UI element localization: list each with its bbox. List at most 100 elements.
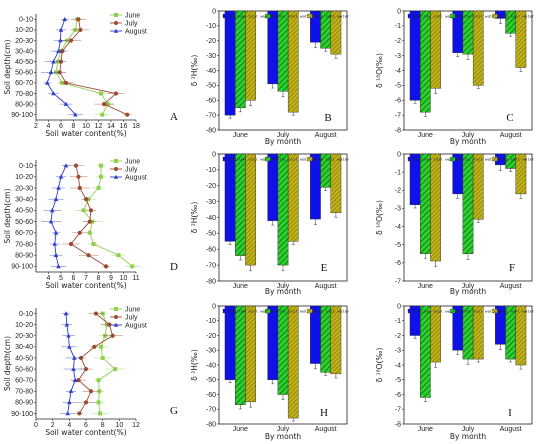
legend-swatch: [450, 156, 456, 162]
x-axis-title: Soil water content(%): [45, 129, 126, 138]
legend: Shallow soil water Middle soil water Deep …: [407, 156, 535, 163]
data-point: [68, 38, 74, 43]
y-tick-label: -80: [206, 421, 216, 428]
legend-swatch: [265, 156, 271, 162]
legend: Shallow soil water Middle soil water Deep …: [222, 13, 350, 20]
legend-label: August: [125, 175, 147, 182]
legend-swatch: [265, 308, 271, 314]
legend-marker: [114, 159, 118, 163]
data-point: [100, 112, 105, 117]
data-point: [113, 91, 119, 96]
y-tick-label: -2: [395, 333, 401, 340]
data-point: [125, 112, 130, 117]
x-axis-title: Soil water content(%): [45, 428, 126, 437]
y-tick-label: 90-100: [11, 112, 33, 119]
y-tick-label: -60: [206, 247, 216, 254]
legend-label: June: [125, 159, 140, 166]
legend-label: Shallow soil water: [414, 158, 458, 163]
series-line-june: [82, 165, 133, 267]
bar-deep-july: [287, 153, 299, 242]
series-june: [92, 311, 126, 416]
data-point: [73, 112, 78, 117]
legend: Shallow soil water Middle soil water Deep …: [407, 308, 535, 315]
series-line-june: [55, 19, 109, 115]
y-axis-title: δ ²H(‰): [190, 349, 199, 381]
y-tick-label: 30-40: [15, 344, 33, 351]
data-point: [48, 69, 54, 75]
legend-swatch: [307, 13, 313, 19]
y-tick-label: -3: [395, 53, 401, 60]
x-tick-label: 12: [132, 422, 140, 429]
x-tick-label: July: [277, 132, 290, 139]
bar-shallow-june: [224, 10, 236, 116]
x-tick-label: 2: [34, 123, 38, 130]
x-tick-label: July: [462, 132, 475, 139]
data-point: [88, 208, 94, 213]
legend-label: June: [125, 307, 140, 314]
series-line-july: [77, 313, 114, 414]
legend-label: Middle soil water: [271, 310, 312, 315]
x-tick-label: July: [462, 283, 475, 290]
bar-middle-june: [420, 10, 431, 113]
bar-deep-august: [330, 153, 342, 213]
data-point: [72, 377, 78, 382]
y-tick-label: -8: [395, 421, 401, 428]
y-tick-label: 80-90: [15, 400, 33, 407]
x-tick-label: August: [500, 283, 522, 290]
y-tick-label: 60-70: [15, 80, 33, 87]
bar-middle-july: [277, 10, 289, 92]
bar-panel-F: 0 -1 -2 -3 -4 -5 -6 -7 δ ¹⁸O(‰) June July August By …: [375, 151, 535, 296]
data-point: [64, 322, 70, 327]
y-tick-label: -4: [395, 362, 401, 369]
x-tick-label: 14: [107, 123, 115, 130]
y-tick-label: 10-20: [15, 174, 33, 181]
legend-marker: [114, 167, 118, 171]
data-point: [56, 264, 61, 269]
x-tick-label: 10: [120, 275, 128, 282]
series-line-july: [70, 165, 107, 267]
bar-panel-I: 0 -1 -2 -3 -4 -5 -6 -7 -8 δ ¹⁸O(‰) June July August B…: [375, 303, 535, 441]
y-tick-label: -7: [395, 278, 401, 285]
data-point: [76, 17, 81, 22]
y-axis-title: δ ¹⁸O(‰): [375, 53, 384, 88]
legend-marker: [113, 174, 119, 179]
y-tick-label: -5: [395, 242, 401, 249]
x-axis-title: By month: [265, 432, 302, 441]
profile-panel-G: 0-10 10-20 20-30 30-40 40-50 50-60 60-70 70-80 8…: [3, 307, 178, 438]
legend-label: Middle soil water: [271, 158, 312, 163]
legend-label: Middle soil water: [456, 158, 497, 163]
data-point: [83, 400, 89, 405]
y-tick-label: -5: [395, 377, 401, 384]
data-point: [58, 27, 64, 32]
data-point: [67, 344, 72, 349]
y-tick-label: -50: [206, 83, 216, 90]
bar-deep-august: [515, 305, 527, 366]
y-tick-label: -80: [206, 278, 216, 285]
y-axis-title: Soil depth(cm): [3, 39, 12, 94]
legend-swatch: [407, 13, 414, 19]
bar-middle-june: [235, 10, 246, 108]
y-tick-label: -20: [206, 183, 216, 190]
y-tick-label: -1: [395, 318, 401, 325]
data-point: [96, 186, 101, 190]
bar-panel-H: 0 -10 -20 -30 -40 -50 -60 -70 -80 δ ²H(‰) June July…: [190, 303, 350, 441]
series-august: [41, 16, 83, 117]
bar-shallow-august: [310, 305, 321, 364]
y-tick-label: -10: [206, 23, 216, 30]
data-point: [68, 388, 74, 394]
y-tick-label: -3: [395, 206, 401, 213]
data-point: [76, 174, 81, 179]
bar-deep-july: [472, 153, 484, 220]
legend-swatch: [222, 156, 229, 162]
y-tick-label: -4: [395, 224, 401, 231]
bar-middle-july: [462, 153, 474, 254]
y-tick-label: 10-20: [15, 322, 33, 329]
data-point: [63, 163, 69, 168]
y-tick-label: -2: [395, 188, 401, 195]
y-tick-label: -1: [395, 23, 401, 30]
x-axis-title: By month: [450, 432, 487, 441]
legend-label: Shallow soil water: [229, 158, 273, 163]
y-tick-label: -7: [395, 407, 401, 414]
